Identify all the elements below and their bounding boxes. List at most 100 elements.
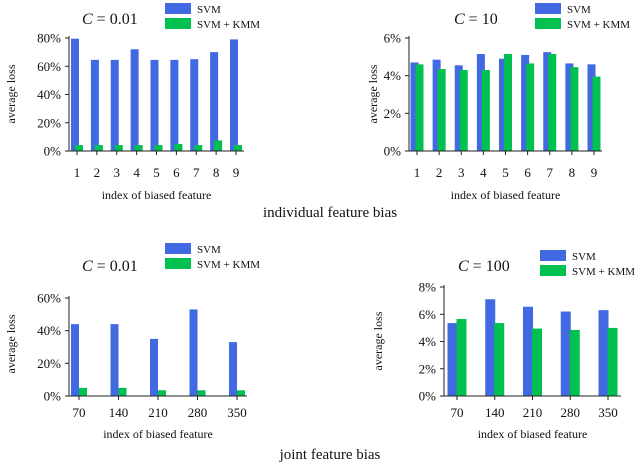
bar-kmm-4 bbox=[481, 70, 490, 151]
x-axis-label: index of biased feature bbox=[451, 188, 561, 202]
bar-svm-1 bbox=[410, 62, 419, 152]
y-tick-label: 0% bbox=[384, 144, 402, 159]
bar-kmm-2 bbox=[437, 69, 446, 151]
x-tick-label: 280 bbox=[188, 405, 208, 420]
y-tick-label: 2% bbox=[384, 106, 402, 121]
bar-svm-8 bbox=[565, 63, 574, 151]
bar-kmm-70 bbox=[456, 319, 467, 396]
bar-svm-6 bbox=[170, 59, 179, 151]
x-tick-label: 280 bbox=[561, 405, 581, 420]
y-tick-label: 40% bbox=[37, 323, 61, 338]
bar-kmm-6 bbox=[526, 63, 535, 151]
bar-svm-210 bbox=[150, 338, 158, 396]
chart-c2: 0% 2% 4% 6% 1 2 3 4 5 6 7 8 9 index of biased feature… bbox=[366, 3, 630, 202]
x-tick-label: 70 bbox=[451, 405, 464, 420]
chart-title-value: = 0.01 bbox=[93, 258, 138, 275]
bar-svm-5 bbox=[150, 59, 159, 151]
bar-kmm-350 bbox=[607, 327, 618, 397]
x-tick-label: 5 bbox=[153, 165, 160, 180]
bar-kmm-350 bbox=[237, 390, 245, 396]
y-tick-label: 80% bbox=[37, 31, 61, 46]
x-tick-label: 140 bbox=[485, 405, 505, 420]
bar-svm-5 bbox=[499, 58, 507, 151]
bar-svm-9 bbox=[587, 64, 596, 151]
bar-svm-9 bbox=[230, 39, 238, 151]
x-tick-label: 1 bbox=[414, 165, 421, 180]
y-tick-label: 4% bbox=[384, 68, 402, 83]
bar-svm-140 bbox=[485, 299, 496, 396]
y-tick-label: 6% bbox=[384, 31, 402, 46]
y-tick-label: 0% bbox=[419, 389, 437, 404]
bar-kmm-6 bbox=[174, 143, 183, 151]
caption-joint-feature-bias: joint feature bias bbox=[279, 447, 381, 463]
legend-label-kmm: SVM + KMM bbox=[197, 19, 260, 31]
legend-swatch-kmm bbox=[165, 18, 191, 29]
chart-title-variable: C bbox=[82, 258, 93, 275]
bar-svm-210 bbox=[523, 306, 533, 396]
x-axis-label: index of biased feature bbox=[103, 427, 213, 441]
caption-individual-feature-bias: individual feature bias bbox=[262, 205, 398, 221]
chart-title-variable: C bbox=[454, 11, 465, 28]
legend-swatch-svm bbox=[165, 3, 191, 14]
y-axis-label: average loss bbox=[4, 314, 18, 373]
bar-svm-4 bbox=[476, 54, 485, 152]
bar-svm-70 bbox=[447, 323, 458, 396]
chart-c1: 0% 20% 40% 60% 80% 1 2 3 4 5 6 7 8 9 index of biased f… bbox=[4, 3, 260, 202]
y-axis-label: average loss bbox=[371, 311, 385, 370]
bar-kmm-7 bbox=[194, 145, 203, 151]
bar-svm-280 bbox=[189, 309, 198, 396]
chart-title-variable: C bbox=[458, 258, 469, 275]
y-tick-label: 2% bbox=[419, 361, 437, 376]
x-tick-label: 210 bbox=[148, 405, 168, 420]
chart-title: C = 0.01 bbox=[82, 11, 138, 28]
y-tick-label: 0% bbox=[44, 144, 62, 159]
bar-svm-3 bbox=[454, 65, 463, 151]
x-tick-label: 8 bbox=[213, 165, 220, 180]
chart-title: C = 100 bbox=[458, 258, 510, 275]
y-axis-label: average loss bbox=[4, 64, 18, 123]
legend-label-svm: SVM bbox=[567, 4, 591, 16]
bar-kmm-280 bbox=[197, 390, 206, 396]
x-tick-label: 6 bbox=[173, 165, 180, 180]
bar-kmm-9 bbox=[234, 145, 242, 151]
bar-kmm-3 bbox=[459, 70, 468, 151]
chart-c4: 0% 2% 4% 6% 8% 70 140 210 280 350 index of biased … bbox=[371, 250, 635, 441]
bar-svm-7 bbox=[190, 59, 199, 151]
bar-kmm-1 bbox=[75, 145, 83, 151]
bar-svm-1 bbox=[71, 38, 79, 151]
x-tick-label: 4 bbox=[133, 165, 140, 180]
legend-label-kmm: SVM + KMM bbox=[197, 259, 260, 271]
legend-swatch-kmm bbox=[540, 265, 566, 276]
bar-kmm-210 bbox=[532, 328, 542, 396]
x-tick-label: 4 bbox=[480, 165, 487, 180]
bar-kmm-140 bbox=[118, 387, 127, 396]
y-tick-label: 6% bbox=[419, 307, 437, 322]
bar-svm-3 bbox=[110, 59, 119, 151]
bar-svm-350 bbox=[229, 342, 237, 396]
bar-svm-2 bbox=[90, 59, 99, 151]
y-tick-label: 4% bbox=[419, 334, 437, 349]
legend-label-kmm: SVM + KMM bbox=[572, 266, 635, 278]
legend-swatch-kmm bbox=[535, 18, 561, 29]
x-axis-label: index of biased feature bbox=[102, 188, 212, 202]
bar-kmm-2 bbox=[94, 145, 103, 151]
bar-kmm-8 bbox=[214, 140, 223, 151]
legend-swatch-svm bbox=[165, 243, 191, 254]
x-tick-label: 210 bbox=[523, 405, 543, 420]
chart-c3: 0% 20% 40% 60% 70 140 210 280 350 index of biased… bbox=[4, 243, 260, 441]
x-tick-label: 70 bbox=[73, 405, 86, 420]
legend-swatch-kmm bbox=[165, 258, 191, 269]
bar-kmm-5 bbox=[154, 145, 163, 151]
x-tick-label: 8 bbox=[569, 165, 576, 180]
bar-kmm-4 bbox=[134, 145, 143, 151]
bar-svm-8 bbox=[210, 52, 219, 152]
chart-title-variable: C bbox=[82, 11, 93, 28]
x-tick-label: 140 bbox=[109, 405, 129, 420]
bar-svm-2 bbox=[432, 59, 441, 151]
bar-svm-70 bbox=[71, 324, 79, 396]
x-tick-label: 5 bbox=[502, 165, 509, 180]
y-tick-label: 60% bbox=[37, 59, 61, 74]
y-tick-label: 40% bbox=[37, 87, 61, 102]
y-tick-label: 20% bbox=[37, 356, 61, 371]
